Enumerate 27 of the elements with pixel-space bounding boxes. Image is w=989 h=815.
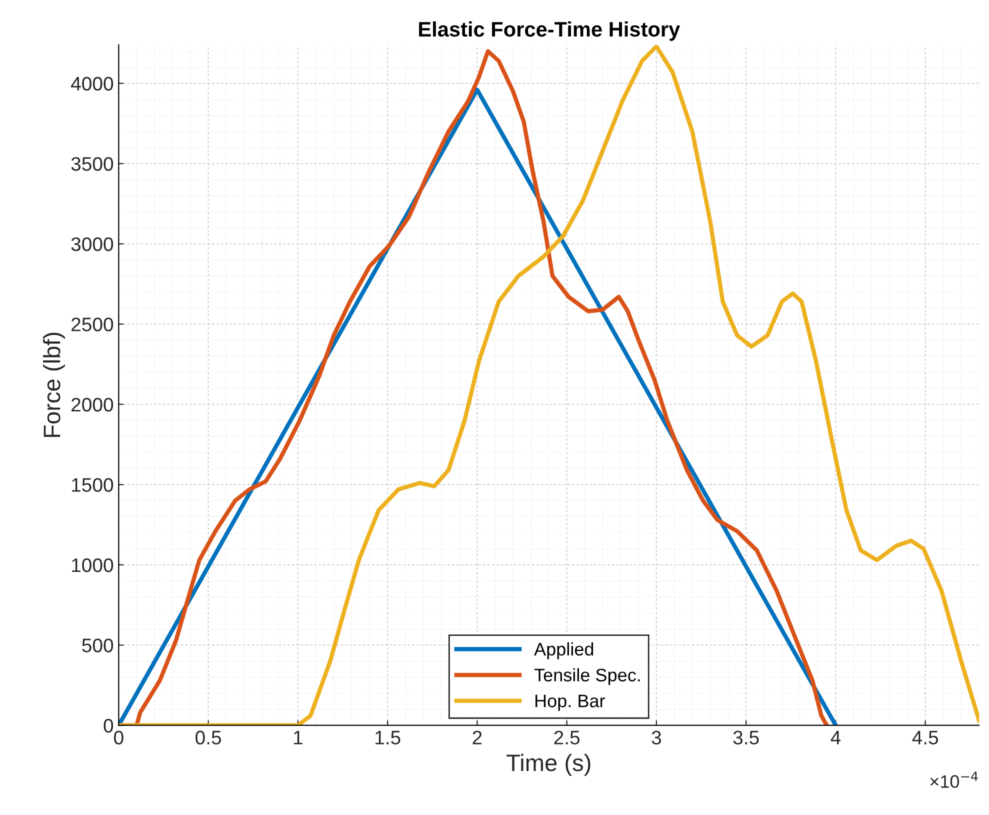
legend-label: Applied <box>534 642 594 660</box>
x-tick-label: 1.5 <box>376 730 400 744</box>
y-tick-label: 3500 <box>71 157 114 171</box>
x-tick-label: 4 <box>830 730 841 744</box>
text: ×10$^{−4}$ <box>930 772 978 788</box>
x-tick-label: 0.5 <box>196 730 222 744</box>
x-tick-label: 3 <box>652 730 661 744</box>
x-tick-label: 4.5 <box>912 730 938 744</box>
x-tick-label: 0 <box>114 730 124 744</box>
y-tick-label: 1500 <box>72 478 114 492</box>
y-tick-label: 0 <box>104 718 114 733</box>
y-tick-label: 500 <box>82 638 114 652</box>
y-tick-label: 2500 <box>72 318 114 332</box>
y-tick-label: 2000 <box>72 398 114 412</box>
y-tick-label: 3000 <box>71 237 114 252</box>
legend-label: Tensile Spec. <box>534 668 640 686</box>
x-tick-label: 2 <box>472 730 482 744</box>
y-tick-label: 1000 <box>72 558 114 572</box>
x-tick-label: 3.5 <box>733 730 759 744</box>
line-series <box>118 44 980 726</box>
y-axis-title: Force (lbf) <box>43 332 65 437</box>
y-tick-label: 4000 <box>71 76 114 91</box>
x-axis-title: Time (s) <box>506 754 590 776</box>
legend-label: Hop. Bar <box>536 694 605 711</box>
chart-title: Elastic Force-Time History <box>419 21 680 41</box>
x-tick-label: 2.5 <box>554 730 580 744</box>
x-tick-label: 1 <box>294 730 302 744</box>
